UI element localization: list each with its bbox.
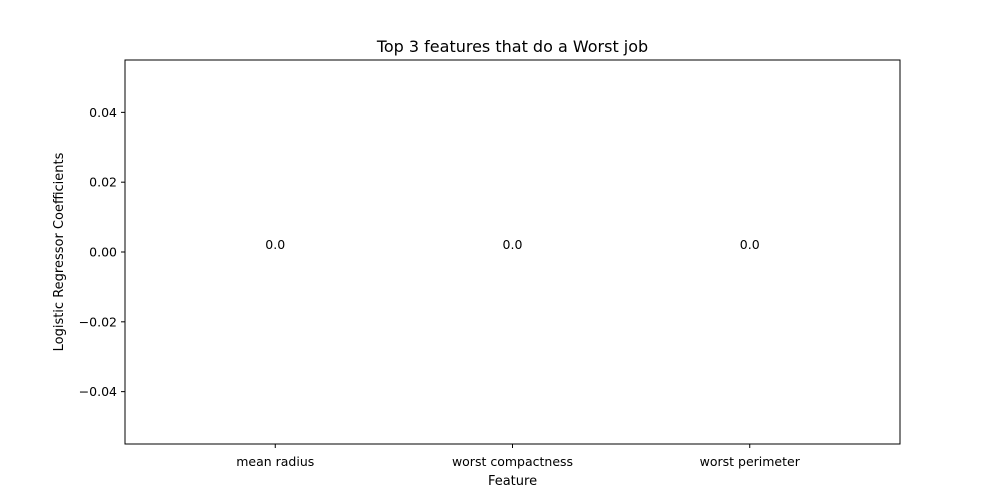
y-tick-label: −0.02 (79, 314, 117, 329)
x-tick-label: worst perimeter (700, 454, 801, 469)
chart-title: Top 3 features that do a Worst job (376, 37, 648, 56)
plot-area: −0.04 −0.02 0.00 0.02 0.04 mean radius 0.0 wors… (79, 105, 801, 469)
data-label: 0.0 (265, 237, 285, 252)
x-tick-label: mean radius (236, 454, 314, 469)
y-axis-label: Logistic Regressor Coefficients (52, 152, 67, 351)
data-label: 0.0 (740, 237, 760, 252)
x-tick-label: worst compactness (452, 454, 573, 469)
y-tick-label: 0.02 (89, 175, 117, 190)
y-tick-label: 0.04 (89, 105, 117, 120)
plot-frame (124, 59, 901, 445)
data-label: 0.0 (503, 237, 523, 252)
y-tick-label: 0.00 (89, 245, 117, 260)
x-axis-label: Feature (488, 474, 537, 489)
y-tick-label: −0.04 (79, 384, 117, 399)
